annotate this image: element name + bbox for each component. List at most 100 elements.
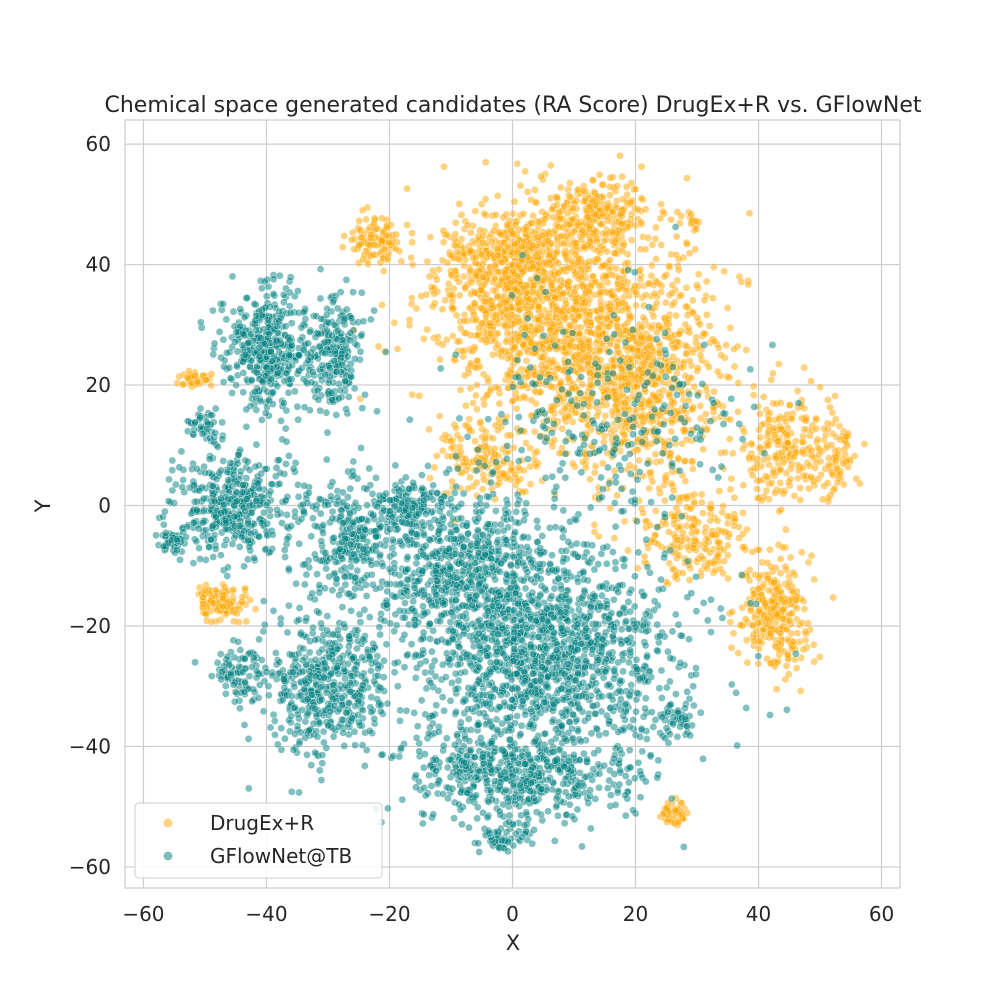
point-drugex (692, 225, 701, 233)
point-drugex (199, 600, 208, 608)
point-gflownet (611, 558, 620, 566)
point-drugex (701, 528, 709, 537)
point-gflownet (766, 711, 774, 719)
point-drugex (355, 217, 363, 225)
point-gflownet (642, 627, 650, 636)
point-drugex (369, 251, 378, 259)
point-drugex (763, 614, 771, 623)
point-drugex (669, 353, 677, 361)
point-gflownet (483, 652, 491, 660)
point-drugex (816, 653, 824, 661)
point-drugex (815, 451, 823, 459)
point-drugex (799, 645, 808, 654)
point-drugex (648, 240, 657, 249)
point-drugex (503, 370, 512, 379)
point-drugex (448, 290, 457, 299)
point-drugex (772, 610, 781, 618)
point-gflownet (559, 533, 567, 542)
point-drugex (564, 375, 573, 383)
point-drugex (556, 307, 565, 315)
point-drugex (534, 316, 542, 324)
point-drugex (378, 301, 386, 309)
point-drugex (759, 393, 768, 401)
point-drugex (514, 261, 523, 270)
point-gflownet (654, 756, 663, 765)
point-drugex (481, 195, 490, 203)
point-gflownet (666, 677, 674, 686)
point-gflownet (356, 618, 365, 626)
point-drugex (443, 258, 452, 267)
scatter-points (152, 152, 869, 856)
point-drugex (494, 341, 502, 349)
point-gflownet (699, 599, 708, 607)
point-drugex (547, 269, 555, 277)
point-drugex (749, 590, 758, 598)
point-drugex (581, 196, 589, 205)
point-drugex (747, 439, 756, 448)
point-gflownet (513, 712, 521, 720)
point-drugex (554, 269, 562, 277)
point-drugex (523, 188, 532, 196)
point-drugex (566, 321, 575, 330)
point-gflownet (746, 599, 755, 607)
point-drugex (598, 180, 607, 189)
point-drugex (513, 160, 521, 168)
point-drugex (709, 294, 717, 302)
point-drugex (408, 229, 416, 237)
point-drugex (752, 627, 761, 636)
point-drugex (379, 228, 388, 236)
point-drugex (717, 351, 725, 359)
point-drugex (371, 215, 379, 224)
point-drugex (651, 393, 660, 401)
point-drugex (792, 664, 801, 672)
point-drugex (621, 423, 629, 432)
point-drugex (381, 245, 389, 253)
point-drugex (472, 316, 480, 325)
point-drugex (661, 496, 669, 505)
point-gflownet (638, 747, 647, 756)
point-drugex (508, 397, 517, 406)
point-gflownet (528, 669, 537, 678)
point-drugex (603, 216, 612, 225)
point-drugex (569, 204, 577, 212)
point-drugex (494, 251, 502, 260)
point-drugex (469, 308, 478, 316)
point-drugex (764, 441, 772, 449)
point-gflownet (742, 704, 750, 712)
point-drugex (596, 288, 605, 297)
point-drugex (492, 310, 500, 319)
point-gflownet (438, 693, 447, 701)
point-drugex (627, 370, 635, 379)
point-drugex (475, 261, 483, 269)
point-drugex (774, 645, 783, 654)
point-drugex (673, 536, 682, 544)
point-drugex (484, 377, 493, 386)
point-gflownet (660, 553, 668, 562)
point-drugex (469, 399, 477, 407)
point-drugex (423, 325, 431, 334)
point-drugex (791, 437, 800, 445)
point-gflownet (448, 679, 456, 687)
point-drugex (516, 181, 525, 190)
point-drugex (812, 424, 821, 433)
point-drugex (582, 310, 591, 319)
point-drugex (506, 466, 515, 475)
point-drugex (479, 232, 487, 240)
point-drugex (796, 484, 804, 492)
point-gflownet (402, 707, 411, 715)
point-gflownet (547, 592, 556, 600)
point-drugex (183, 374, 192, 382)
point-drugex (465, 415, 474, 423)
point-drugex (486, 329, 495, 338)
point-gflownet (587, 824, 595, 833)
point-drugex (742, 346, 751, 354)
point-drugex (742, 636, 751, 644)
point-drugex (554, 364, 563, 373)
point-drugex (546, 325, 555, 334)
point-drugex (509, 209, 517, 218)
point-gflownet (559, 557, 567, 566)
point-drugex (534, 302, 543, 311)
point-drugex (763, 473, 772, 481)
point-gflownet (674, 620, 683, 629)
point-drugex (673, 276, 681, 285)
